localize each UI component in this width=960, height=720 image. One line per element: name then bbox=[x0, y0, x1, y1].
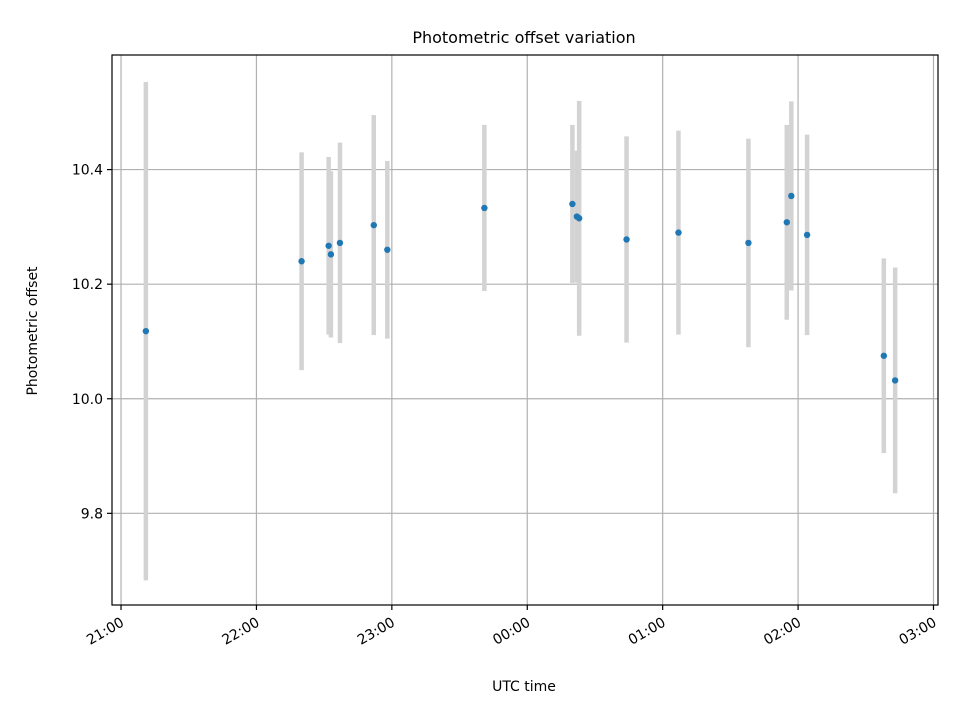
y-tick-label: 10.4 bbox=[72, 163, 103, 179]
data-point bbox=[370, 221, 377, 229]
data-point bbox=[569, 200, 576, 208]
x-axis-label: UTC time bbox=[492, 679, 556, 695]
x-tick-label: 03:00 bbox=[897, 615, 940, 649]
grid-lines bbox=[112, 55, 938, 605]
y-tick-label: 10.2 bbox=[72, 277, 103, 293]
x-tick-label: 23:00 bbox=[355, 615, 398, 649]
x-tick-label: 02:00 bbox=[761, 615, 804, 649]
data-point bbox=[788, 192, 795, 200]
data-point bbox=[675, 229, 682, 236]
data-point bbox=[880, 352, 888, 359]
data-point bbox=[891, 377, 899, 384]
data-point bbox=[803, 231, 811, 239]
x-axis-ticks: 21:00 22:00 23:00 00:00 01:00 02:00 03:00 bbox=[84, 605, 939, 649]
data-point bbox=[384, 246, 391, 253]
data-point bbox=[745, 239, 752, 247]
data-point bbox=[481, 204, 488, 212]
data-point bbox=[298, 258, 305, 265]
x-tick-label: 21:00 bbox=[84, 615, 127, 649]
data-point bbox=[325, 242, 332, 249]
data-point bbox=[327, 251, 335, 258]
data-points bbox=[142, 192, 899, 384]
chart-title: Photometric offset variation bbox=[412, 28, 635, 47]
data-point bbox=[336, 239, 344, 247]
data-point bbox=[142, 327, 150, 335]
x-tick-label: 01:00 bbox=[626, 615, 669, 649]
data-point bbox=[575, 215, 583, 222]
x-tick-label: 00:00 bbox=[490, 615, 533, 649]
error-bars bbox=[143, 81, 898, 581]
y-tick-label: 9.8 bbox=[81, 506, 103, 522]
plot-area-frame bbox=[111, 54, 939, 606]
y-axis-ticks: 9.8 10.0 10.2 10.4 bbox=[72, 163, 112, 522]
data-point bbox=[783, 219, 790, 226]
y-tick-label: 10.0 bbox=[72, 392, 103, 408]
y-axis-label: Photometric offset bbox=[25, 266, 41, 396]
x-tick-label: 22:00 bbox=[219, 615, 262, 649]
data-point bbox=[623, 236, 630, 243]
